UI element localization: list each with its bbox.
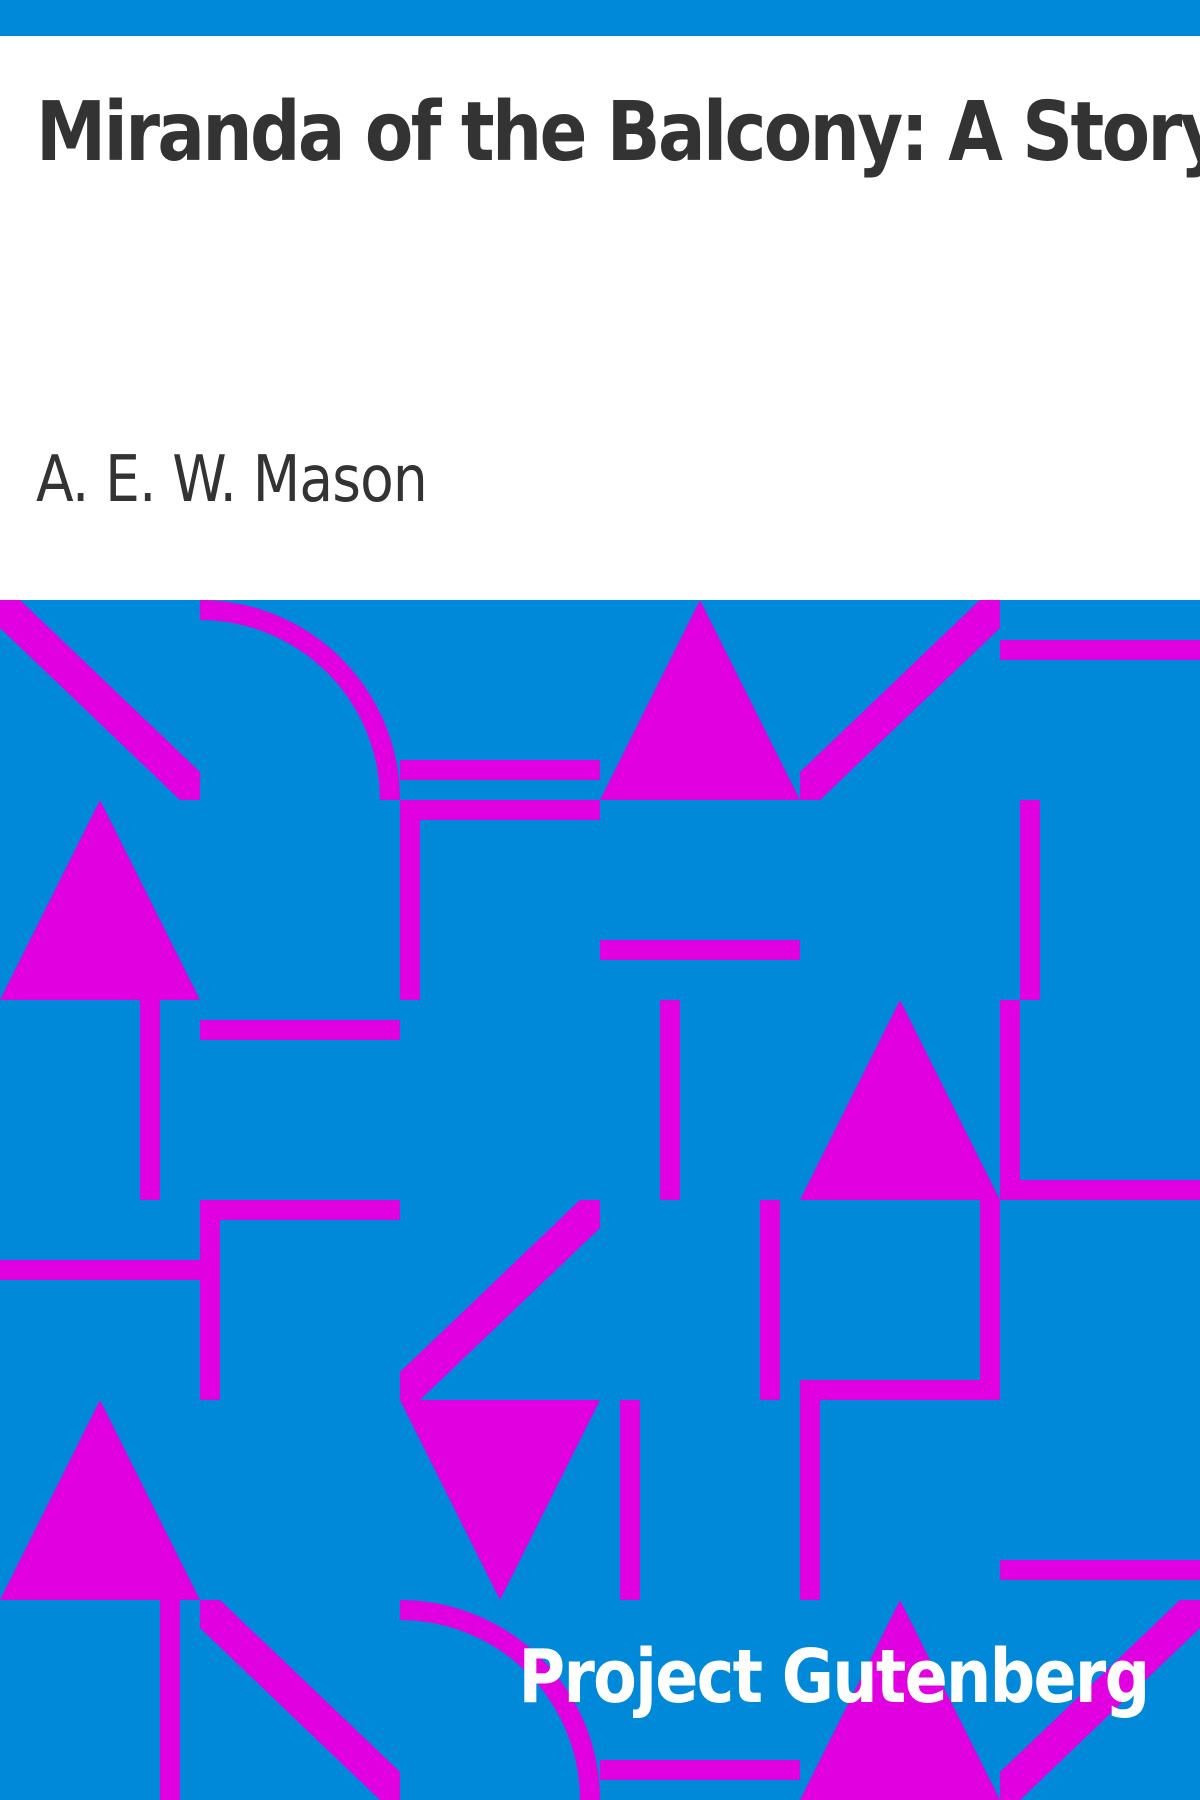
quarter-arc-shape <box>200 600 400 800</box>
bar-shape <box>200 1200 220 1400</box>
bar-shape <box>0 1260 200 1280</box>
triangle-shape <box>800 1600 1000 1800</box>
bar-shape <box>660 1000 680 1200</box>
triangle-shape <box>0 800 200 1000</box>
bar-shape <box>400 760 600 780</box>
top-accent-bar <box>0 0 1200 36</box>
bar-shape <box>400 800 420 1000</box>
bar-shape <box>760 1200 780 1400</box>
bar-shape <box>200 1200 400 1220</box>
diagonal-band-shape <box>200 1600 400 1800</box>
bar-shape <box>800 1380 1000 1400</box>
bar-shape <box>1000 1000 1020 1200</box>
triangle-shape <box>400 1400 600 1600</box>
bar-shape <box>980 1200 1000 1400</box>
bar-shape <box>1000 1180 1200 1200</box>
bar-shape <box>200 1020 400 1040</box>
triangle-shape <box>0 1400 200 1600</box>
bar-shape <box>1020 800 1040 1000</box>
bar-shape <box>400 800 600 820</box>
book-author: A. E. W. Mason <box>36 443 428 517</box>
bar-shape <box>600 1760 800 1780</box>
quarter-arc-shape <box>400 1600 600 1800</box>
bar-shape <box>1000 640 1200 660</box>
bar-shape <box>800 1400 820 1600</box>
bar-shape <box>1000 1560 1200 1580</box>
bar-shape <box>160 1600 180 1800</box>
geometric-pattern <box>0 600 1200 1800</box>
diagonal-band-shape <box>800 600 1000 800</box>
diagonal-band-shape <box>1000 1600 1200 1800</box>
triangle-shape <box>600 600 800 800</box>
pattern-shapes <box>0 600 1200 1800</box>
book-title: Miranda of the Balcony: A Story <box>36 85 1200 180</box>
bar-shape <box>620 1400 640 1600</box>
triangle-shape <box>800 1000 1000 1200</box>
publisher-name: Project Gutenberg <box>518 1634 1150 1720</box>
bar-shape <box>600 940 800 960</box>
bar-shape <box>140 1000 160 1200</box>
diagonal-band-shape <box>0 600 200 800</box>
diagonal-band-shape <box>400 1200 600 1400</box>
